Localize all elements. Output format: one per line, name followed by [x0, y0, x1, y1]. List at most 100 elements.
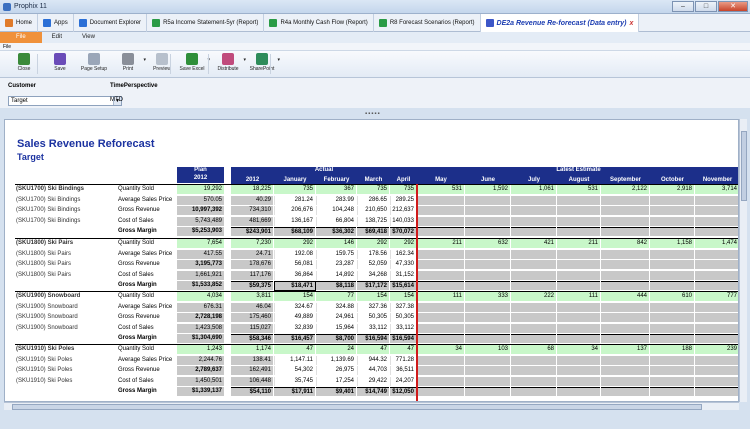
data-cell[interactable] [465, 313, 510, 322]
tab-item[interactable]: R8 Forecast Scenarios (Report) [374, 14, 481, 32]
tab-item[interactable]: R4a Monthly Cash Flow (Report) [264, 14, 374, 32]
data-cell[interactable]: 50,305 [357, 313, 389, 322]
data-cell[interactable] [601, 366, 649, 375]
data-cell[interactable] [417, 366, 464, 375]
data-cell[interactable]: 33,112 [390, 323, 416, 333]
data-cell[interactable]: 26,975 [316, 366, 356, 375]
data-cell[interactable]: 54,302 [274, 366, 315, 375]
vertical-scrollbar[interactable] [739, 119, 747, 402]
data-cell[interactable]: 292 [357, 239, 389, 248]
data-cell[interactable]: 771.28 [390, 355, 416, 365]
data-cell[interactable]: 111 [557, 292, 600, 301]
plan-value[interactable]: 19,292 [177, 185, 224, 194]
data-cell[interactable]: 68 [511, 345, 556, 354]
data-cell[interactable] [511, 206, 556, 215]
data-cell[interactable] [465, 366, 510, 375]
data-cell[interactable] [465, 270, 510, 280]
data-cell[interactable] [601, 206, 649, 215]
data-cell[interactable] [601, 249, 649, 259]
data-cell[interactable] [511, 376, 556, 386]
data-cell[interactable] [511, 216, 556, 226]
data-cell[interactable]: 3,714 [695, 185, 738, 194]
data-cell[interactable] [557, 249, 600, 259]
maximize-button[interactable]: □ [695, 1, 717, 12]
data-cell[interactable]: 1,158 [650, 239, 694, 248]
data-cell[interactable]: 1,061 [511, 185, 556, 194]
horizontal-scrollbar[interactable] [4, 402, 739, 410]
data-cell[interactable]: 1,147.11 [274, 355, 315, 365]
data-cell[interactable]: 24,207 [390, 376, 416, 386]
data-cell[interactable]: 154 [357, 292, 389, 301]
data-cell[interactable]: 137 [601, 345, 649, 354]
ribbon-button[interactable]: SharePoint ▾ [246, 53, 280, 72]
data-cell[interactable]: 283.99 [316, 195, 356, 205]
data-cell[interactable]: 327.38 [390, 302, 416, 312]
data-cell[interactable] [601, 260, 649, 269]
ribbon-button[interactable]: Save [44, 53, 76, 72]
data-cell[interactable] [511, 270, 556, 280]
data-cell[interactable] [511, 249, 556, 259]
data-cell[interactable]: 735 [357, 185, 389, 194]
data-cell[interactable] [557, 323, 600, 333]
data-cell[interactable]: 944.32 [357, 355, 389, 365]
data-cell[interactable]: 17,254 [316, 376, 356, 386]
plan-value[interactable]: 1,243 [177, 345, 224, 354]
data-cell[interactable]: 47 [274, 345, 315, 354]
data-cell[interactable]: 421 [511, 239, 556, 248]
data-cell[interactable]: 281.24 [274, 195, 315, 205]
data-cell[interactable] [465, 355, 510, 365]
scroll-thumb[interactable] [12, 404, 702, 410]
data-cell[interactable] [557, 270, 600, 280]
data-cell[interactable]: 36,864 [274, 270, 315, 280]
chevron-down-icon[interactable]: ▾ [143, 57, 146, 63]
data-cell[interactable] [695, 249, 738, 259]
data-cell[interactable] [417, 355, 464, 365]
minimize-button[interactable]: – [672, 1, 694, 12]
data-cell[interactable]: 188 [650, 345, 694, 354]
data-cell[interactable]: 210,650 [357, 206, 389, 215]
chevron-down-icon[interactable]: ▾ [243, 57, 246, 63]
data-cell[interactable]: 154 [274, 292, 315, 301]
data-cell[interactable]: 34,268 [357, 270, 389, 280]
data-cell[interactable]: 154 [390, 292, 416, 301]
data-cell[interactable]: 111 [417, 292, 464, 301]
data-cell[interactable]: 140,033 [390, 216, 416, 226]
data-cell[interactable] [417, 376, 464, 386]
plan-value[interactable]: 7,654 [177, 239, 224, 248]
ribbon-button[interactable]: Print ▾ [112, 53, 146, 72]
data-cell[interactable] [695, 355, 738, 365]
data-cell[interactable]: 531 [417, 185, 464, 194]
data-cell[interactable]: 292 [390, 239, 416, 248]
menu-item[interactable]: View [82, 34, 95, 40]
data-cell[interactable]: 103 [465, 345, 510, 354]
data-cell[interactable] [511, 323, 556, 333]
tab-item[interactable]: Document Explorer [74, 14, 148, 32]
data-cell[interactable]: 212,637 [390, 206, 416, 215]
data-cell[interactable] [417, 206, 464, 215]
data-cell[interactable]: 1,474 [695, 239, 738, 248]
data-cell[interactable] [695, 302, 738, 312]
data-cell[interactable]: 211 [557, 239, 600, 248]
ribbon-button[interactable]: Distribute ▾ [212, 53, 246, 72]
data-cell[interactable]: 531 [557, 185, 600, 194]
data-cell[interactable]: 2,918 [650, 185, 694, 194]
data-cell[interactable]: 146 [316, 239, 356, 248]
data-cell[interactable]: 47,330 [390, 260, 416, 269]
close-window-button[interactable]: ✕ [718, 1, 748, 12]
data-cell[interactable]: 35,745 [274, 376, 315, 386]
data-cell[interactable] [650, 270, 694, 280]
data-cell[interactable] [557, 313, 600, 322]
data-cell[interactable] [601, 195, 649, 205]
data-cell[interactable] [650, 323, 694, 333]
data-cell[interactable] [695, 366, 738, 375]
data-cell[interactable]: 66,804 [316, 216, 356, 226]
data-cell[interactable] [557, 302, 600, 312]
data-cell[interactable] [417, 323, 464, 333]
data-cell[interactable] [695, 216, 738, 226]
data-cell[interactable]: 136,167 [274, 216, 315, 226]
data-cell[interactable]: 206,676 [274, 206, 315, 215]
data-cell[interactable]: 104,248 [316, 206, 356, 215]
data-cell[interactable]: 33,112 [357, 323, 389, 333]
data-cell[interactable] [465, 216, 510, 226]
data-cell[interactable]: 52,059 [357, 260, 389, 269]
